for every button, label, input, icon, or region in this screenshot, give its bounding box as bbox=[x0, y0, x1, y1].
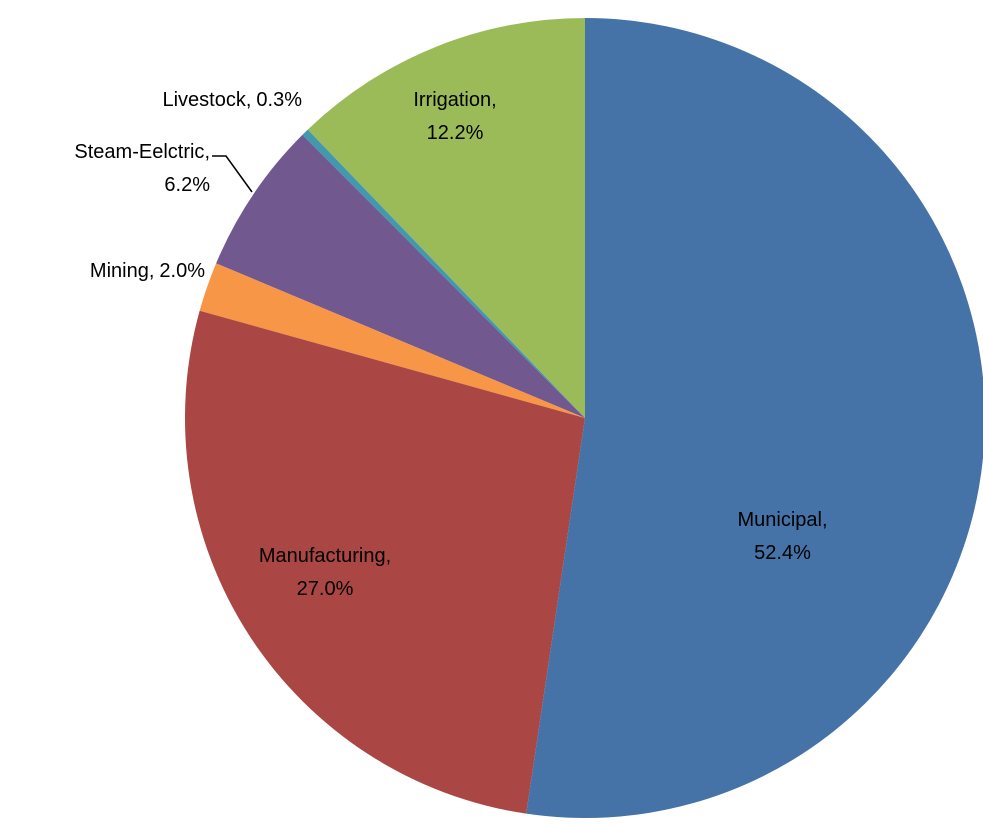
pie-slice bbox=[307, 18, 585, 418]
value-label: 6.2% bbox=[164, 174, 210, 196]
pie-slice bbox=[216, 134, 586, 418]
data-label: Mining2.0% bbox=[0, 255, 205, 288]
value-label: 0.3% bbox=[256, 89, 302, 111]
category-label: Municipal bbox=[700, 504, 865, 537]
data-label: Manufacturing 27.0% bbox=[225, 540, 425, 606]
category-label: Irrigation bbox=[385, 84, 525, 117]
pie-slice bbox=[199, 263, 585, 418]
data-label: Irrigation 12.2% bbox=[385, 84, 525, 150]
leader-line bbox=[212, 155, 253, 193]
pie-slice bbox=[302, 129, 585, 418]
data-label: Steam-Eelctric 6.2% bbox=[0, 136, 210, 202]
category-label: Steam-Eelctric bbox=[0, 136, 210, 169]
pie-slice bbox=[526, 18, 983, 818]
category-label: Mining bbox=[90, 260, 154, 282]
category-label: Livestock bbox=[162, 89, 251, 111]
category-label: Manufacturing bbox=[225, 540, 425, 573]
value-label: 2.0% bbox=[159, 260, 205, 282]
value-label: 52.4% bbox=[754, 542, 811, 564]
value-label: 12.2% bbox=[426, 122, 484, 144]
data-label: Municipal 52.4% bbox=[700, 504, 865, 570]
value-label: 27.0% bbox=[296, 578, 354, 600]
data-label: Livestock0.3% bbox=[0, 84, 302, 117]
